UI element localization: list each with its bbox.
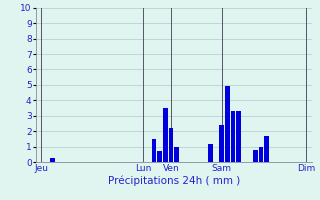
Bar xyxy=(219,125,224,162)
Bar xyxy=(230,111,235,162)
Bar xyxy=(225,86,230,162)
Bar xyxy=(50,158,55,162)
Bar xyxy=(253,150,258,162)
Bar xyxy=(169,128,173,162)
Bar xyxy=(259,147,263,162)
Bar xyxy=(152,139,156,162)
Bar xyxy=(163,108,168,162)
Bar xyxy=(157,151,162,162)
Bar xyxy=(236,111,241,162)
Bar xyxy=(208,144,213,162)
Bar xyxy=(174,147,179,162)
X-axis label: Précipitations 24h ( mm ): Précipitations 24h ( mm ) xyxy=(108,175,240,186)
Bar xyxy=(264,136,269,162)
